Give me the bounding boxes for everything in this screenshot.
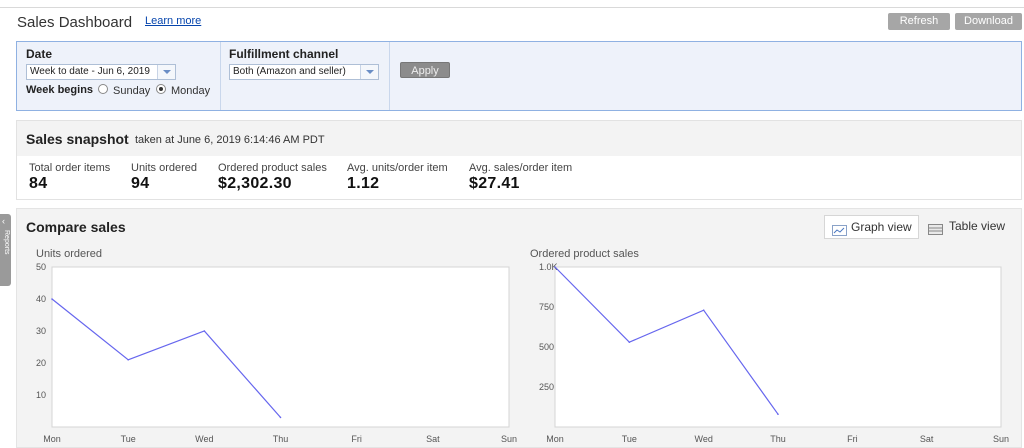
metric-label: Units ordered: [131, 162, 198, 174]
data-point: [777, 413, 779, 416]
metric-label: Ordered product sales: [218, 162, 327, 174]
y-tick-label: 40: [36, 294, 46, 304]
y-tick-label: 750: [539, 302, 554, 312]
chevron-left-icon: ‹: [2, 216, 5, 226]
page-title: Sales Dashboard: [17, 14, 133, 31]
snapshot-header: Sales snapshot taken at June 6, 2019 6:1…: [17, 121, 1021, 156]
metric-avg-units-per-order-item: Avg. units/order item 1.12: [347, 162, 448, 193]
page-header: Sales Dashboard Learn more: [17, 13, 1024, 35]
metric-label: Avg. units/order item: [347, 162, 448, 174]
series-line: [554, 266, 779, 415]
series-line: [51, 298, 281, 418]
filter-divider: [220, 42, 221, 110]
chevron-down-icon: [157, 65, 175, 79]
fulfillment-select[interactable]: Both (Amazon and seller): [229, 64, 379, 80]
x-tick-label: Fri: [847, 434, 858, 444]
filter-panel: Date Week to date - Jun 6, 2019 Week beg…: [16, 41, 1022, 111]
data-point: [51, 298, 53, 300]
table-view-label: Table view: [949, 219, 1006, 233]
learn-more-link[interactable]: Learn more: [145, 15, 202, 27]
metric-value: $27.41: [469, 175, 520, 192]
fulfillment-label: Fulfillment channel: [229, 47, 339, 61]
y-tick-label: 50: [36, 262, 46, 272]
metric-label: Total order items: [29, 162, 111, 174]
download-button[interactable]: Download: [955, 13, 1022, 30]
snapshot-timestamp: taken at June 6, 2019 6:14:46 AM PDT: [135, 134, 325, 146]
x-tick-label: Wed: [195, 434, 213, 444]
metric-ordered-product-sales: Ordered product sales $2,302.30: [218, 162, 327, 193]
metric-units-ordered: Units ordered 94: [131, 162, 197, 193]
x-tick-label: Sun: [993, 434, 1009, 444]
radio-monday-label: Monday: [171, 85, 211, 97]
x-tick-label: Sun: [501, 434, 517, 444]
apply-button[interactable]: Apply: [400, 62, 450, 78]
metric-avg-sales-per-order-item: Avg. sales/order item $27.41: [469, 162, 572, 193]
y-tick-label: 10: [36, 390, 46, 400]
line-graph-icon: [832, 221, 847, 243]
y-tick-label: 20: [36, 358, 46, 368]
plot-area: [554, 266, 1002, 428]
y-tick-label: 30: [36, 326, 46, 336]
table-view-button[interactable]: Table view: [921, 215, 1009, 239]
x-tick-label: Tue: [121, 434, 136, 444]
data-point: [628, 341, 631, 344]
units-chart-title: Units ordered: [36, 248, 103, 260]
top-divider: [0, 7, 1024, 8]
week-begins-label: Week begins: [26, 84, 94, 96]
x-tick-label: Mon: [546, 434, 564, 444]
data-point: [203, 330, 206, 332]
x-tick-label: Thu: [770, 434, 786, 444]
snapshot-title: Sales snapshot: [26, 131, 129, 147]
date-label: Date: [26, 47, 53, 61]
metric-value: 94: [131, 175, 150, 192]
radio-sunday[interactable]: [98, 84, 108, 94]
y-tick-label: 500: [539, 342, 554, 352]
data-point: [554, 266, 556, 268]
x-tick-label: Tue: [622, 434, 637, 444]
y-tick-label: 250: [539, 382, 554, 392]
date-select[interactable]: Week to date - Jun 6, 2019: [26, 64, 176, 80]
sales-snapshot: Sales snapshot taken at June 6, 2019 6:1…: [16, 120, 1022, 200]
reports-side-tab-label: Reports: [3, 230, 10, 255]
sales-chart-title: Ordered product sales: [530, 248, 639, 260]
x-tick-label: Sat: [426, 434, 440, 444]
data-point: [127, 359, 129, 361]
date-select-value: Week to date - Jun 6, 2019: [30, 66, 150, 77]
metric-value: 84: [29, 175, 48, 192]
fulfillment-select-value: Both (Amazon and seller): [233, 66, 346, 77]
refresh-button[interactable]: Refresh: [888, 13, 950, 30]
reports-side-tab[interactable]: ‹ Reports: [0, 214, 11, 286]
data-point: [279, 416, 282, 419]
metric-value: $2,302.30: [218, 175, 292, 192]
metric-total-order-items: Total order items 84: [29, 162, 110, 193]
compare-sales-title: Compare sales: [26, 219, 126, 235]
radio-sunday-label: Sunday: [113, 85, 151, 97]
chevron-down-icon: [360, 65, 378, 79]
x-tick-label: Mon: [43, 434, 61, 444]
graph-view-label: Graph view: [851, 220, 912, 234]
x-tick-label: Wed: [694, 434, 712, 444]
metric-label: Avg. sales/order item: [469, 162, 573, 174]
table-icon: [928, 220, 943, 242]
radio-monday[interactable]: [156, 84, 166, 94]
graph-view-button[interactable]: Graph view: [824, 215, 919, 239]
metric-value: 1.12: [347, 175, 380, 192]
data-point: [702, 309, 705, 312]
x-tick-label: Sat: [920, 434, 934, 444]
filter-divider: [389, 42, 390, 110]
x-tick-label: Thu: [273, 434, 289, 444]
y-tick-label: 1.0K: [539, 262, 558, 272]
plot-area: [51, 266, 510, 428]
x-tick-label: Fri: [351, 434, 362, 444]
